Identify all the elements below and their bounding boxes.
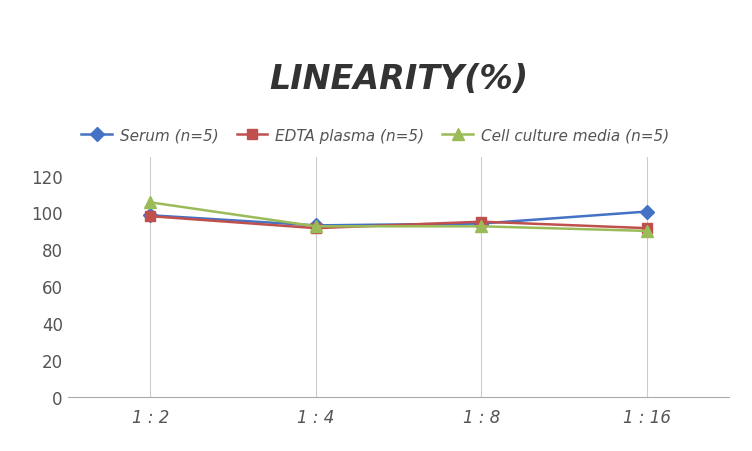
Line: Cell culture media (n=5): Cell culture media (n=5) <box>145 198 652 237</box>
Cell culture media (n=5) <box>642 229 651 234</box>
EDTA plasma (n=5) <box>146 214 155 219</box>
Line: EDTA plasma (n=5): EDTA plasma (n=5) <box>146 212 651 234</box>
Cell culture media (n=5) <box>311 224 320 230</box>
Title: LINEARITY(%): LINEARITY(%) <box>269 63 528 96</box>
EDTA plasma (n=5) <box>642 226 651 231</box>
Serum (n=5) <box>477 221 486 227</box>
Serum (n=5) <box>311 223 320 229</box>
Line: Serum (n=5): Serum (n=5) <box>146 207 651 231</box>
Serum (n=5) <box>642 209 651 215</box>
EDTA plasma (n=5) <box>477 220 486 225</box>
Cell culture media (n=5) <box>477 224 486 230</box>
Serum (n=5) <box>146 213 155 218</box>
Legend: Serum (n=5), EDTA plasma (n=5), Cell culture media (n=5): Serum (n=5), EDTA plasma (n=5), Cell cul… <box>75 123 675 150</box>
Cell culture media (n=5) <box>146 200 155 206</box>
EDTA plasma (n=5) <box>311 226 320 231</box>
